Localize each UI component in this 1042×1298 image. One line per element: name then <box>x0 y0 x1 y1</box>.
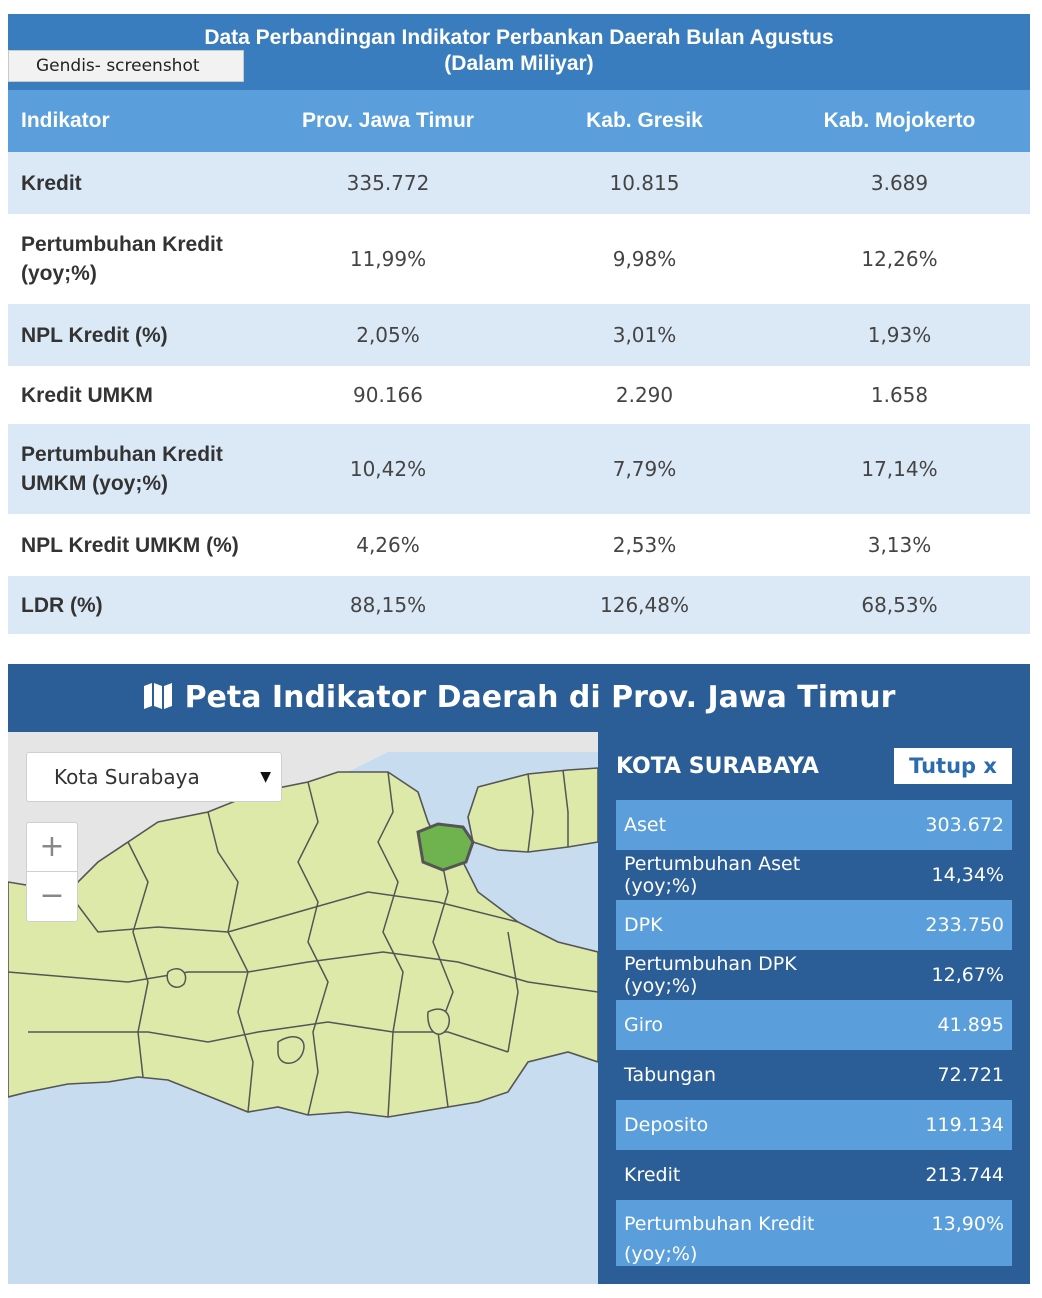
info-value: 72.721 <box>937 1064 1004 1086</box>
header-kab-gresik: Kab. Gresik <box>586 109 703 132</box>
list-item: Aset 303.672 <box>616 800 1012 850</box>
info-label: Kredit <box>624 1164 681 1186</box>
info-label: Pertumbuhan DPK (yoy;%) <box>624 953 797 997</box>
row-value: 12,26% <box>861 247 938 271</box>
row-label: Pertumbuhan Kredit (yoy;%) <box>21 233 223 285</box>
row-value: 17,14% <box>861 457 938 481</box>
row-value: 2.290 <box>615 383 674 407</box>
table-row: NPL Kredit UMKM (%) 4,26% 2,53% 3,13% <box>8 514 1030 576</box>
table-title-line1: Data Perbandingan Indikator Perbankan Da… <box>204 26 834 49</box>
row-value: 3,01% <box>612 323 677 347</box>
zoom-in-button[interactable]: + <box>27 823 77 872</box>
info-value: 213.744 <box>925 1164 1004 1186</box>
map-canvas[interactable]: Kota Surabaya ▼ + − <box>8 732 598 1284</box>
row-value: 90.166 <box>353 383 423 407</box>
list-item: Giro 41.895 <box>616 1000 1012 1050</box>
row-label: Kredit <box>21 171 82 195</box>
row-value: 126,48% <box>600 593 689 617</box>
row-label: Pertumbuhan Kredit UMKM (yoy;%) <box>21 443 223 495</box>
info-label: Pertumbuhan Aset (yoy;%) <box>624 853 801 897</box>
list-item: Pertumbuhan DPK (yoy;%) 12,67% <box>616 950 1012 1000</box>
info-value: 14,34% <box>931 864 1004 886</box>
info-value: 41.895 <box>937 1014 1004 1036</box>
list-item: Tabungan 72.721 <box>616 1050 1012 1100</box>
info-label: Pertumbuhan Kredit (yoy;%) <box>624 1213 815 1265</box>
info-value: 12,67% <box>931 964 1004 986</box>
row-label: Kredit UMKM <box>21 383 153 407</box>
row-value: 10,42% <box>349 457 427 481</box>
info-value: 13,90% <box>931 1213 1004 1235</box>
info-list: Aset 303.672 Pertumbuhan Aset (yoy;%) 14… <box>616 800 1012 1266</box>
table-row: NPL Kredit (%) 2,05% 3,01% 1,93% <box>8 304 1030 366</box>
list-item: DPK 233.750 <box>616 900 1012 950</box>
info-value: 233.750 <box>925 914 1004 936</box>
selected-region-surabaya <box>416 822 475 872</box>
list-item: Pertumbuhan Aset (yoy;%) 14,34% <box>616 850 1012 900</box>
row-value: 1.658 <box>870 383 929 407</box>
region-select[interactable]: Kota Surabaya ▼ <box>26 752 282 802</box>
row-value: 4,26% <box>356 533 420 557</box>
zoom-controls: + − <box>26 822 78 922</box>
row-value: 9,98% <box>612 247 677 271</box>
screenshot-tooltip: Gendis- screenshot <box>8 50 244 82</box>
header-kab-mojokerto: Kab. Mojokerto <box>823 109 976 132</box>
table-title-line2: (Dalam Miliyar) <box>444 52 594 75</box>
map-icon <box>143 667 173 735</box>
row-label: NPL Kredit (%) <box>21 323 168 347</box>
map-title-text: Peta Indikator Daerah di Prov. Jawa Timu… <box>184 680 896 715</box>
row-value: 1,93% <box>867 323 932 347</box>
row-value: 335.772 <box>346 171 430 195</box>
table-row: Pertumbuhan Kredit (yoy;%) 11,99% 9,98% … <box>8 214 1030 304</box>
row-value: 7,79% <box>612 457 677 481</box>
table-header-row: Indikator Prov. Jawa Timur Kab. Gresik K… <box>8 90 1030 152</box>
region-select-value: Kota Surabaya <box>54 765 200 789</box>
info-label: Giro <box>624 1014 664 1036</box>
table-row: Pertumbuhan Kredit UMKM (yoy;%) 10,42% 7… <box>8 424 1030 514</box>
region-map-widget: Peta Indikator Daerah di Prov. Jawa Timu… <box>8 664 1030 1284</box>
info-label: Aset <box>624 814 667 836</box>
row-value: 3.689 <box>870 171 929 195</box>
row-value: 3,13% <box>867 533 932 557</box>
close-button[interactable]: Tutup x <box>894 748 1012 784</box>
row-value: 2,05% <box>356 323 420 347</box>
map-title: Peta Indikator Daerah di Prov. Jawa Timu… <box>8 664 1030 732</box>
bank-indicator-table: Data Perbandingan Indikator Perbankan Da… <box>8 14 1030 634</box>
row-value: 88,15% <box>349 593 427 617</box>
region-info-panel: KOTA SURABAYA Tutup x Aset 303.672 Pertu… <box>598 732 1030 1284</box>
row-value: 2,53% <box>612 533 677 557</box>
row-label: NPL Kredit UMKM (%) <box>21 533 239 557</box>
row-label: LDR (%) <box>21 593 103 617</box>
zoom-out-button[interactable]: − <box>39 878 65 913</box>
list-item: Deposito 119.134 <box>616 1100 1012 1150</box>
table-row: Kredit UMKM 90.166 2.290 1.658 <box>8 366 1030 424</box>
row-value: 10.815 <box>609 171 680 195</box>
info-label: DPK <box>624 914 663 936</box>
chevron-down-icon: ▼ <box>260 769 271 785</box>
row-value: 68,53% <box>861 593 938 617</box>
info-value: 119.134 <box>925 1114 1004 1136</box>
list-item: Pertumbuhan Kredit (yoy;%) 13,90% <box>616 1200 1012 1266</box>
header-prov-jawa-timur: Prov. Jawa Timur <box>302 109 474 132</box>
info-label: Tabungan <box>624 1064 716 1086</box>
row-value: 11,99% <box>349 247 427 271</box>
info-value: 303.672 <box>925 814 1004 836</box>
info-panel-title: KOTA SURABAYA <box>616 754 819 779</box>
table-row: LDR (%) 88,15% 126,48% 68,53% <box>8 576 1030 634</box>
info-label: Deposito <box>624 1114 709 1136</box>
list-item: Kredit 213.744 <box>616 1150 1012 1200</box>
header-indikator: Indikator <box>21 109 110 132</box>
table-row: Kredit 335.772 10.815 3.689 <box>8 152 1030 214</box>
